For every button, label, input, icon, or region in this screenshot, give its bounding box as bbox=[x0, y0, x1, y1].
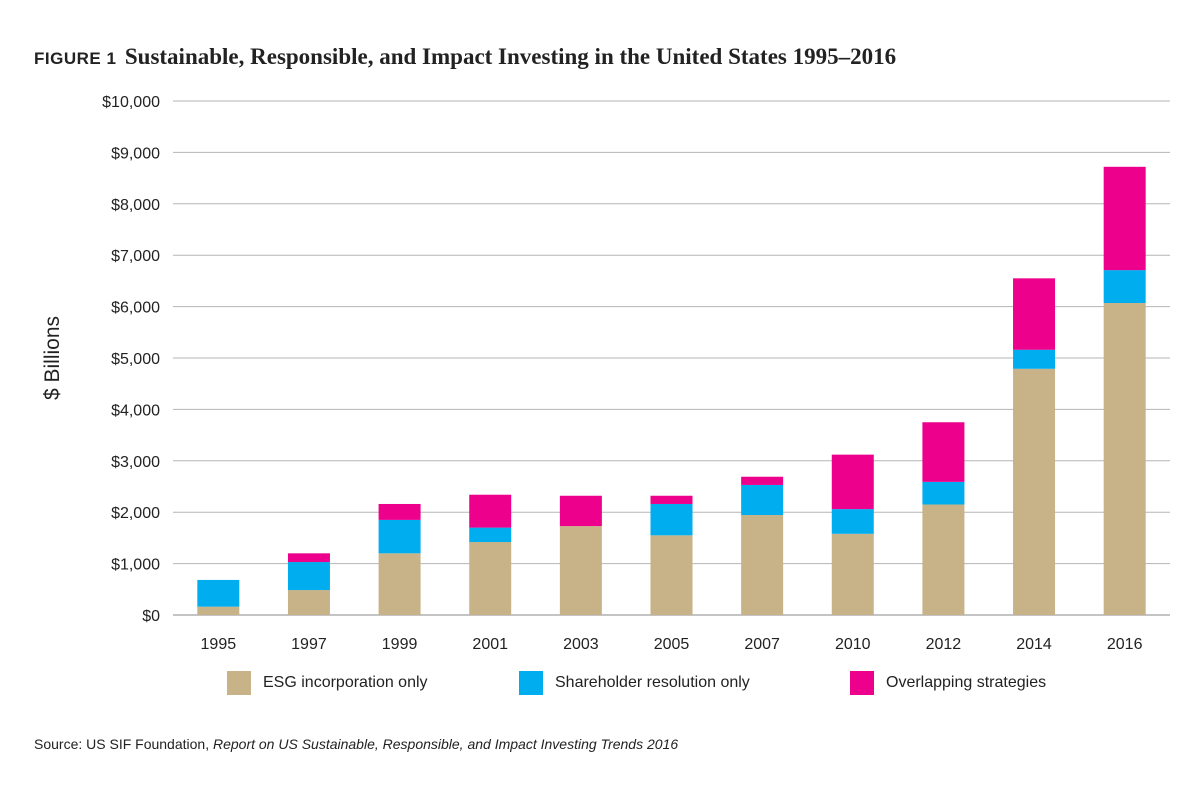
bar-segment bbox=[1013, 349, 1056, 369]
bar-segment bbox=[1103, 270, 1146, 304]
bar-segment bbox=[1013, 368, 1056, 615]
source-note: Source: US SIF Foundation, Report on US … bbox=[34, 736, 678, 752]
bar-segment bbox=[831, 533, 874, 615]
legend-item-shareholder: Shareholder resolution only bbox=[519, 671, 750, 695]
bar-segment bbox=[741, 515, 784, 615]
legend-item-esg: ESG incorporation only bbox=[227, 671, 428, 695]
legend-label-overlapping: Overlapping strategies bbox=[886, 674, 1047, 691]
source-prefix: Source: US SIF Foundation, bbox=[34, 736, 210, 752]
bar-segment bbox=[469, 542, 512, 615]
bar-segment bbox=[922, 422, 965, 482]
x-tick-label: 2007 bbox=[744, 636, 780, 653]
bar-segment bbox=[287, 562, 330, 591]
legend-label-shareholder: Shareholder resolution only bbox=[555, 674, 750, 691]
y-tick-label: $10,000 bbox=[102, 94, 160, 111]
bar-segment bbox=[469, 527, 512, 543]
y-tick-label: $1,000 bbox=[111, 557, 160, 574]
y-tick-label: $6,000 bbox=[111, 300, 160, 317]
bar-segment bbox=[741, 476, 784, 485]
bar-segment bbox=[831, 509, 874, 534]
bar-segment bbox=[559, 495, 602, 527]
bar-segment bbox=[378, 503, 421, 520]
source-title: Report on US Sustainable, Responsible, a… bbox=[212, 736, 679, 752]
bar-segment bbox=[197, 606, 240, 615]
x-tick-label: 1995 bbox=[201, 636, 237, 653]
bar-segment bbox=[1103, 303, 1146, 615]
y-tick-label: $9,000 bbox=[111, 145, 160, 162]
chart-legend: ESG incorporation only Shareholder resol… bbox=[0, 671, 1200, 701]
x-tick-label: 2014 bbox=[1016, 636, 1052, 653]
bar-segment bbox=[650, 503, 693, 536]
y-axis-label: $ Billions bbox=[41, 316, 64, 400]
y-tick-label: $0 bbox=[142, 608, 160, 625]
bar-segment bbox=[287, 590, 330, 615]
x-tick-label: 1997 bbox=[291, 636, 327, 653]
bar-segment bbox=[1013, 278, 1056, 350]
bar-segment bbox=[378, 519, 421, 554]
bar-segment bbox=[741, 484, 784, 516]
x-tick-label: 2012 bbox=[926, 636, 962, 653]
x-tick-label: 2016 bbox=[1107, 636, 1143, 653]
y-tick-label: $3,000 bbox=[111, 454, 160, 471]
legend-swatch-overlapping bbox=[850, 671, 874, 695]
bar-segment bbox=[831, 454, 874, 510]
figure-title: Sustainable, Responsible, and Impact Inv… bbox=[124, 44, 897, 69]
bar-segment bbox=[922, 481, 965, 505]
y-tick-label: $8,000 bbox=[111, 197, 160, 214]
x-tick-label: 2001 bbox=[472, 636, 508, 653]
x-tick-label: 1999 bbox=[382, 636, 418, 653]
bar-segment bbox=[287, 553, 330, 563]
bar-segment bbox=[378, 553, 421, 615]
bar-segment bbox=[469, 494, 512, 528]
bar-segment bbox=[922, 504, 965, 615]
bar-segment bbox=[650, 495, 693, 504]
y-tick-label: $7,000 bbox=[111, 248, 160, 265]
bar-segment bbox=[559, 526, 602, 615]
legend-swatch-esg bbox=[227, 671, 251, 695]
x-tick-label: 2003 bbox=[563, 636, 599, 653]
chart-title: FIGURE 1 Sustainable, Responsible, and I… bbox=[34, 44, 896, 70]
x-tick-label: 2005 bbox=[654, 636, 690, 653]
legend-item-overlapping: Overlapping strategies bbox=[850, 671, 1046, 695]
legend-swatch-shareholder bbox=[519, 671, 543, 695]
bar-segment bbox=[1103, 166, 1146, 271]
figure-label: FIGURE 1 bbox=[34, 49, 117, 68]
bar-segment bbox=[197, 579, 240, 607]
y-tick-label: $5,000 bbox=[111, 351, 160, 368]
legend-label-esg: ESG incorporation only bbox=[263, 674, 428, 691]
y-tick-label: $2,000 bbox=[111, 505, 160, 522]
x-tick-label: 2010 bbox=[835, 636, 871, 653]
y-tick-label: $4,000 bbox=[111, 402, 160, 419]
bar-segment bbox=[650, 535, 693, 615]
